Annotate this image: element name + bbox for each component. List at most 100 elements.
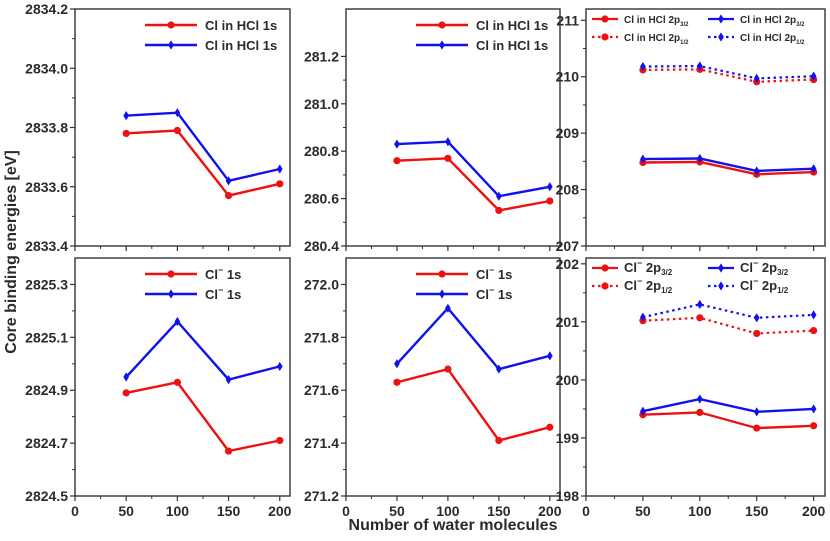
legend-label-text: Cl [476,287,489,302]
panel-2: 280.4 280.6 280.8 281.0 281.2 Cl in HCl 1s Cl … [304,8,561,254]
legend-label-tail: 1s [223,287,241,302]
data-point [167,21,175,29]
data-point [445,137,451,147]
legend-label-tail: 1s [494,287,512,302]
y-tick-label: 271.6 [304,382,339,398]
legend-label: Cl− 1s [205,265,241,282]
data-point [225,375,232,385]
data-point [601,33,609,41]
y-tick-label: 208 [556,182,580,198]
series-line [642,303,814,319]
x-tick-label: 50 [635,503,651,519]
data-point [810,310,817,320]
y-tick-label: 211 [556,12,579,28]
data-point [439,40,445,50]
legend-label-tail: 2p [642,278,661,293]
data-point [168,40,174,50]
data-point [546,351,553,361]
legend-label-sup: − [218,285,223,295]
legend-label: Cl− 2p3/2 [624,258,673,277]
x-tick-label: 100 [166,503,190,519]
data-point [174,316,181,327]
legend-label: Cl in HCl 1s [476,38,548,53]
panel-5: 0 50 100 150 200271.2271.4271.6271.8272.0Cl−… [304,257,562,519]
y-tick-label: 209 [556,125,580,141]
legend-label-sup: − [218,265,223,275]
x-tick-label: 100 [436,503,460,519]
legend-label-text: Cl in HCl 2p [624,15,680,26]
series-line [642,397,814,414]
data-point [810,164,817,174]
series-line [126,111,281,183]
data-point [810,71,817,81]
data-point [224,192,233,200]
data-point [438,270,446,278]
y-tick-label: 207 [556,238,580,254]
series-line [642,411,814,430]
data-point [122,389,130,397]
legend-label-sub: 1/2 [796,40,805,46]
series-line [125,319,281,381]
legend-label-text: Cl in HCl 1s [205,18,277,33]
data-point [123,372,130,382]
data-point [394,359,400,369]
x-tick-label: 150 [487,503,511,519]
data-point [696,314,704,322]
x-tick-label: 200 [538,503,562,519]
data-point [696,408,704,417]
legend-label: Cl− 1s [476,265,512,282]
y-tick-label: 201 [556,314,580,330]
data-point [546,423,554,431]
data-point [601,282,609,290]
series-line [396,306,551,371]
legend-label-text: Cl [205,287,218,302]
y-tick-label: 281.2 [304,48,339,64]
data-point [173,126,181,135]
data-point [393,378,401,386]
data-point [174,108,181,118]
legend-label: Cl in HCl 2p1/2 [624,33,689,46]
data-point [718,14,724,24]
legend-label: Cl in HCl 2p1/2 [740,33,805,46]
data-point [546,197,554,205]
legend-label-sub: 3/2 [680,22,689,28]
legend-label-sup: − [489,265,494,275]
legend-label-text: Cl in HCl 1s [205,38,277,53]
series-line [642,160,814,176]
legend-label-text: Cl in HCl 1s [476,38,548,53]
y-tick-label: 280.4 [304,238,339,254]
plot-frame [585,257,826,497]
data-point [753,424,761,432]
x-tick-label: 150 [217,503,241,519]
legend-label-tail: 1s [223,267,241,282]
legend-label: Cl− 2p1/2 [624,276,673,295]
legend-label-sup: − [637,276,642,286]
data-point [495,206,503,215]
data-point [718,32,724,42]
data-point [167,270,175,278]
y-tick-label: 2834.2 [25,1,68,17]
data-point [495,436,503,445]
legend-label-text: Cl [740,278,753,293]
data-point [696,153,703,164]
data-point [718,263,724,273]
y-axis-label: Core binding energies [eV] [3,150,20,354]
data-point [393,157,401,165]
plot-frame [585,8,826,247]
legend-label: Cl− 2p3/2 [740,258,789,277]
x-tick-label: 0 [71,503,79,519]
data-point [810,422,818,430]
y-tick-label: 2824.9 [25,382,68,398]
legend-label-text: Cl in HCl 2p [740,15,796,26]
data-point [444,154,452,162]
data-point [123,111,130,121]
panel-1: 2833.4 2833.6 2833.8 2834.0 2834.2 Cl in HCl … [25,1,291,254]
y-tick-label: 272.0 [304,276,339,292]
x-tick-label: 200 [268,503,292,519]
data-point [445,303,451,313]
legend-label-sub: 3/2 [796,22,805,28]
data-point [718,281,724,291]
data-point [394,139,400,149]
data-point [276,164,283,174]
